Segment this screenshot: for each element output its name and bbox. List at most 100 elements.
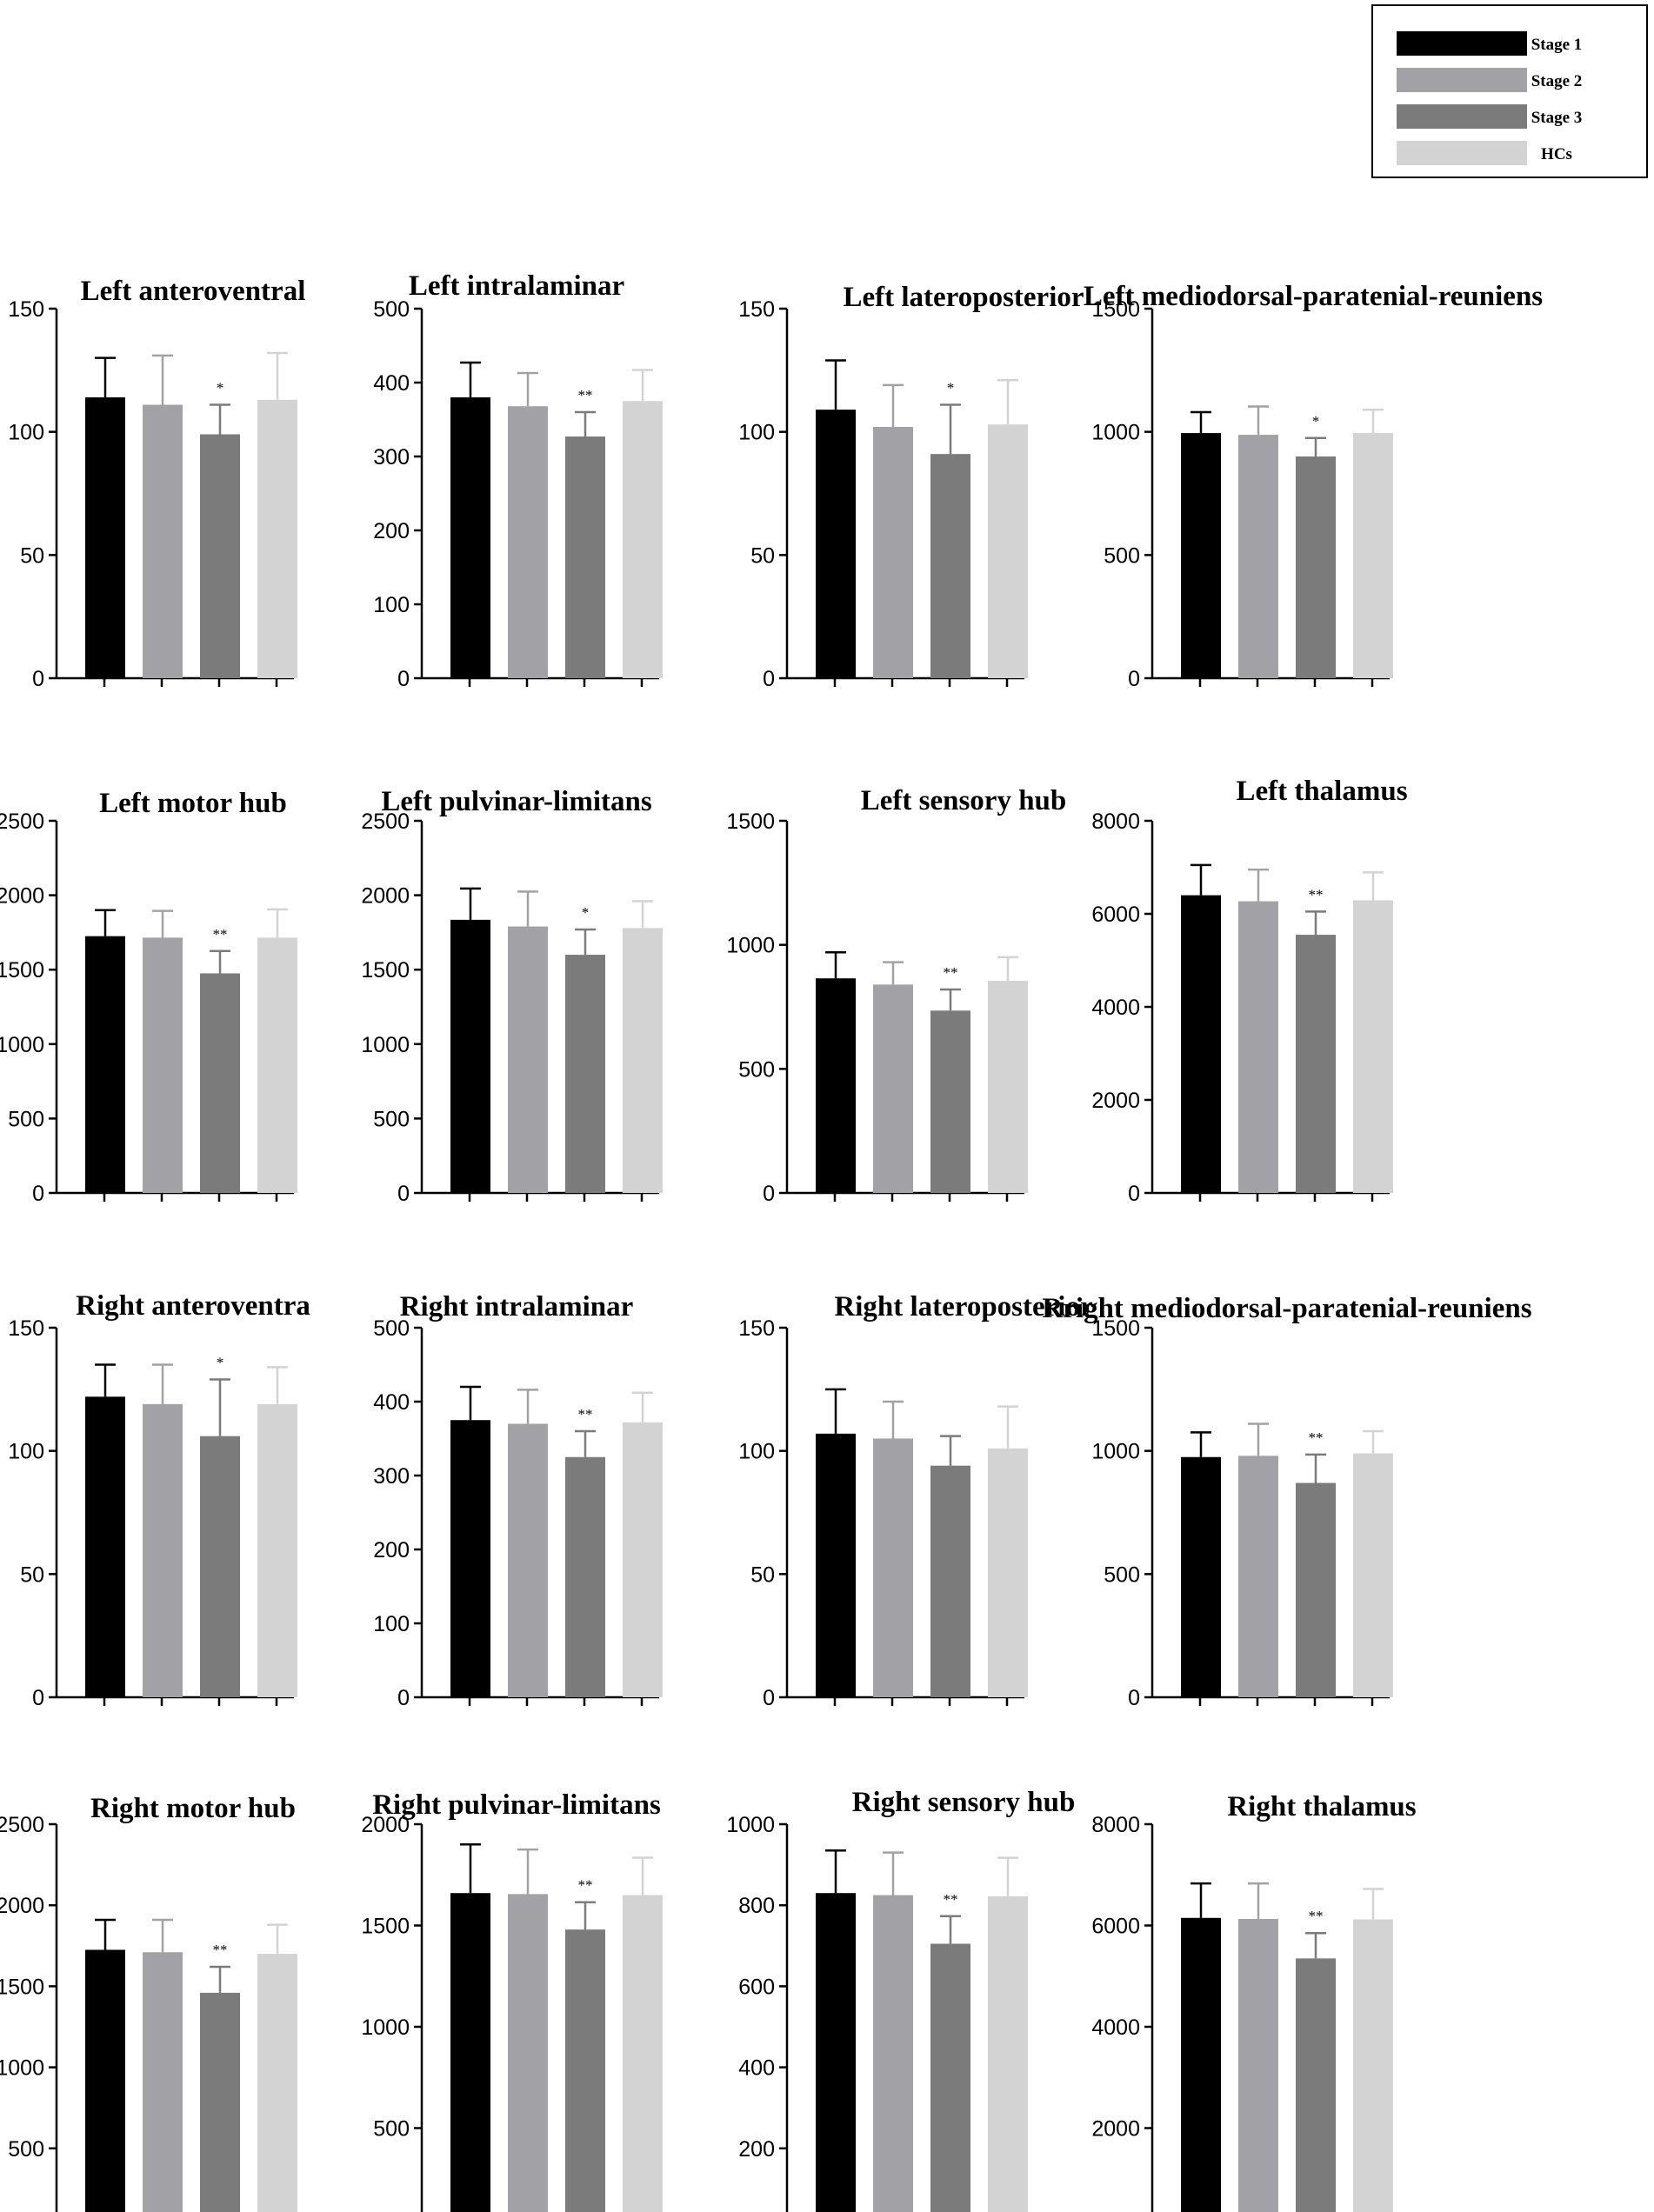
chart-panel: Right sensory hub02004006008001000** bbox=[726, 1787, 1075, 2212]
bar-stage-3 bbox=[200, 1992, 240, 2212]
bar-stage-3 bbox=[565, 955, 605, 1193]
y-tick-label: 0 bbox=[32, 667, 44, 691]
bar-stage-1 bbox=[816, 1433, 856, 1697]
y-tick-label: 2500 bbox=[0, 810, 44, 834]
y-tick-label: 2000 bbox=[361, 884, 410, 909]
bar-stage-2 bbox=[508, 926, 548, 1193]
bar-hcs bbox=[1353, 900, 1393, 1193]
chart-title: Right motor hub bbox=[90, 1793, 296, 1824]
legend-swatch-stage-1 bbox=[1397, 31, 1527, 56]
y-tick-label: 500 bbox=[373, 1316, 410, 1341]
legend-label-hcs: HCs bbox=[1541, 145, 1572, 163]
chart-panel: Left sensory hub 0 500 1000 1500 ** bbox=[726, 785, 1066, 1206]
y-tick-label: 0 bbox=[1128, 1686, 1140, 1710]
y-tick-label: 200 bbox=[738, 2137, 775, 2162]
y-tick-label: 4000 bbox=[1091, 2015, 1140, 2040]
y-tick-label: 0 bbox=[1128, 667, 1140, 691]
bar-stage-3 bbox=[565, 1929, 605, 2212]
bar-hcs bbox=[623, 1422, 663, 1697]
chart-panel: Left mediodorsal-paratenial-reuniens 0 500… bbox=[1084, 281, 1543, 691]
bar-hcs bbox=[988, 424, 1028, 678]
y-tick-label: 6000 bbox=[1091, 1915, 1140, 1939]
bar-stage-3 bbox=[200, 1436, 240, 1697]
bar-stage-1 bbox=[85, 1949, 125, 2212]
bar-stage-1 bbox=[450, 1893, 490, 2212]
chart-panel: Rright mediodorsal-paratenial-reuniens 0 5… bbox=[1042, 1293, 1531, 1710]
chart-panel: Right lateroposterior 0 50 100 150 bbox=[738, 1291, 1092, 1710]
significance-marker: ** bbox=[578, 387, 593, 403]
y-tick-label: 1500 bbox=[726, 810, 775, 834]
y-tick-label: 0 bbox=[397, 1182, 410, 1206]
legend-label-stage-1: Stage 1 bbox=[1531, 36, 1583, 54]
chart-panel: Left anteroventral 0 50 100 150 * bbox=[8, 276, 305, 691]
significance-marker: * bbox=[1312, 413, 1320, 430]
y-tick-label: 0 bbox=[32, 1182, 44, 1206]
bar-hcs bbox=[988, 1896, 1028, 2212]
y-tick-label: 100 bbox=[373, 1612, 410, 1636]
y-tick-label: 1000 bbox=[361, 1033, 410, 1057]
significance-marker: * bbox=[217, 380, 224, 396]
bar-stage-1 bbox=[450, 397, 490, 678]
bar-stage-1 bbox=[1181, 433, 1221, 678]
y-tick-label: 2000 bbox=[0, 1894, 44, 1918]
bar-stage-3 bbox=[930, 1943, 970, 2212]
chart-title: Rright mediodorsal-paratenial-reuniens bbox=[1042, 1293, 1531, 1324]
bar-hcs bbox=[623, 401, 663, 678]
bar-stage-1 bbox=[85, 397, 125, 678]
significance-marker: ** bbox=[1309, 886, 1324, 903]
chart-panel: Left pulvinar-limitans 0 500 1000 1500 2000 25… bbox=[361, 786, 663, 1206]
chart-title: Right thalamus bbox=[1227, 1791, 1416, 1822]
y-tick-label: 1000 bbox=[0, 1033, 44, 1057]
y-tick-label: 50 bbox=[20, 1562, 44, 1587]
bar-stage-1 bbox=[816, 1893, 856, 2212]
y-tick-label: 500 bbox=[373, 297, 410, 322]
legend-label-stage-2: Stage 2 bbox=[1531, 72, 1583, 90]
chart-panel: Right intralaminar 0 100 200 300 400 500 ** bbox=[373, 1291, 663, 1710]
chart-panel: Right anteroventra 0 50 100 150 * bbox=[8, 1290, 310, 1710]
y-tick-label: 0 bbox=[397, 1686, 410, 1710]
y-tick-label: 500 bbox=[1104, 543, 1140, 568]
y-tick-label: 1000 bbox=[726, 1813, 775, 1837]
chart-title: Left thalamus bbox=[1236, 776, 1407, 807]
bar-stage-3 bbox=[565, 1456, 605, 1697]
y-tick-label: 2500 bbox=[361, 810, 410, 834]
y-tick-label: 300 bbox=[373, 1464, 410, 1489]
y-tick-label: 500 bbox=[738, 1057, 775, 1082]
bar-stage-1 bbox=[816, 978, 856, 1193]
y-tick-label: 1000 bbox=[361, 2015, 410, 2040]
chart-title: Left anteroventral bbox=[81, 276, 306, 307]
bar-stage-3 bbox=[1296, 1482, 1336, 1697]
bar-hcs bbox=[623, 1895, 663, 2212]
bar-stage-1 bbox=[450, 919, 490, 1193]
bar-stage-2 bbox=[1238, 435, 1278, 678]
y-tick-label: 300 bbox=[373, 445, 410, 470]
bar-hcs bbox=[257, 399, 297, 678]
chart-title: Left intralaminar bbox=[409, 270, 624, 302]
y-tick-label: 500 bbox=[373, 1107, 410, 1131]
y-tick-label: 400 bbox=[738, 2056, 775, 2081]
y-tick-label: 0 bbox=[32, 1686, 44, 1710]
bar-stage-3 bbox=[200, 434, 240, 678]
y-tick-label: 1500 bbox=[0, 1975, 44, 1999]
bar-stage-2 bbox=[873, 984, 913, 1193]
y-tick-label: 150 bbox=[738, 1316, 775, 1341]
y-tick-label: 1000 bbox=[1091, 421, 1140, 445]
y-tick-label: 1500 bbox=[1091, 297, 1140, 322]
y-tick-label: 200 bbox=[373, 1538, 410, 1562]
chart-title: Right pulvinar-limitans bbox=[372, 1789, 661, 1821]
bar-hcs bbox=[1353, 433, 1393, 678]
y-tick-label: 2000 bbox=[361, 1813, 410, 1837]
chart-panel: Left thalamus 0 2000 4000 6000 8000 ** bbox=[1091, 776, 1407, 1206]
y-tick-label: 100 bbox=[738, 421, 775, 445]
chart-title: Left pulvinar-limitans bbox=[381, 786, 652, 817]
significance-marker: * bbox=[947, 380, 955, 396]
bar-stage-3 bbox=[200, 973, 240, 1193]
bar-stage-2 bbox=[1238, 1918, 1278, 2212]
y-tick-label: 150 bbox=[738, 297, 775, 322]
bar-stage-1 bbox=[1181, 895, 1221, 1193]
y-tick-label: 50 bbox=[750, 1562, 775, 1587]
y-tick-label: 0 bbox=[763, 1686, 775, 1710]
bar-stage-1 bbox=[85, 1396, 125, 1697]
